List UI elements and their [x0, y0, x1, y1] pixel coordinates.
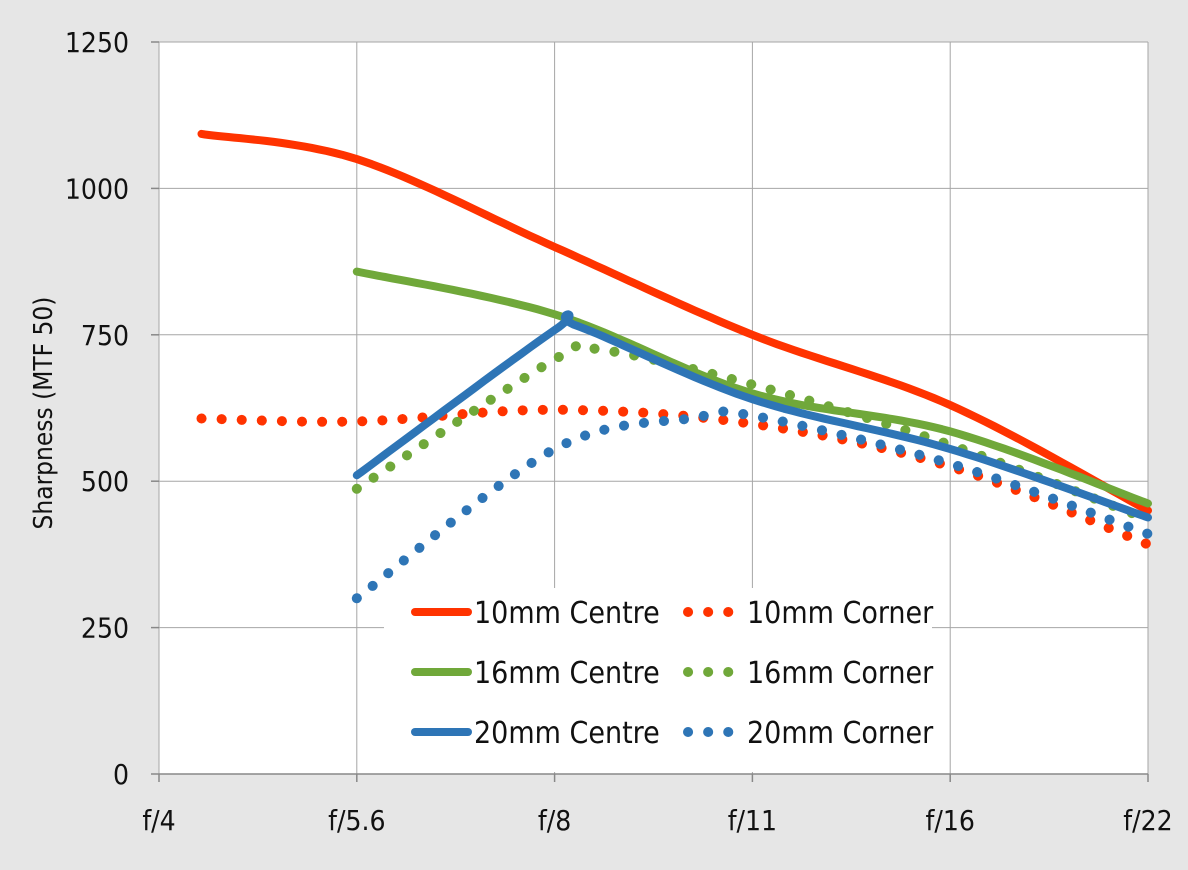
legend-box	[384, 588, 932, 772]
legend-item: 10mm Corner	[683, 596, 934, 631]
legend-label: 20mm Corner	[747, 716, 934, 751]
x-tick-label: f/11	[728, 804, 777, 837]
x-tick-label: f/16	[925, 804, 974, 837]
legend-item: 20mm Corner	[683, 716, 934, 751]
20mm-corner-line	[351, 406, 1153, 604]
y-tick-label: 500	[81, 465, 129, 498]
y-tick-label: 1250	[65, 26, 129, 59]
y-tick-label: 0	[113, 758, 129, 791]
y-axis-title: Sharpness (MTF 50)	[29, 297, 59, 530]
legend-label: 20mm Centre	[474, 716, 660, 751]
16mm-centre-line	[352, 267, 1152, 508]
legend-label: 10mm Corner	[747, 596, 934, 631]
x-tick-label: f/4	[142, 804, 175, 837]
legend-item: 10mm Centre	[411, 596, 660, 631]
axes: 0 250 500 750 1000 1250 f/4 f/5.6 f/8 f/11 f/16 f/2…	[65, 26, 1173, 837]
series-group	[196, 129, 1153, 604]
y-tick-label: 750	[81, 319, 129, 352]
legend-item: 16mm Corner	[683, 656, 934, 691]
legend-label: 10mm Centre	[474, 596, 660, 631]
10mm-centre-line	[197, 129, 1152, 515]
legend-item: 20mm Centre	[411, 716, 660, 751]
y-tick-label: 1000	[65, 172, 129, 205]
10mm-corner-line	[196, 404, 1153, 550]
x-tick-label: f/22	[1123, 804, 1172, 837]
legend-label: 16mm Corner	[747, 656, 934, 691]
legend: 10mm Centre 10mm Corner 16mm Centre 16mm Co…	[384, 588, 934, 772]
legend-item: 16mm Centre	[411, 656, 660, 691]
x-tick-label: f/5.6	[328, 804, 385, 837]
x-tick-label: f/8	[538, 804, 571, 837]
y-tick-label: 250	[81, 612, 129, 645]
legend-label: 16mm Centre	[474, 656, 660, 691]
20mm-centre-line	[352, 310, 1152, 522]
